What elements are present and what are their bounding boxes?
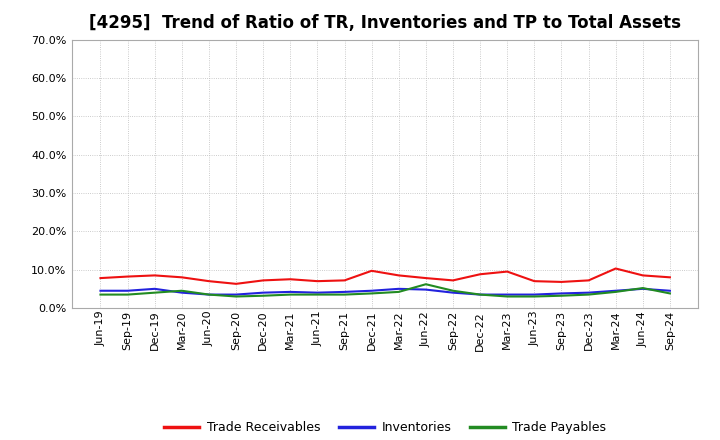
Inventories	[259, 290, 268, 295]
Trade Receivables	[204, 279, 213, 284]
Trade Receivables	[449, 278, 457, 283]
Inventories	[232, 292, 240, 297]
Trade Receivables	[178, 275, 186, 280]
Inventories	[503, 292, 511, 297]
Trade Payables	[96, 292, 105, 297]
Trade Payables	[123, 292, 132, 297]
Trade Receivables	[665, 275, 674, 280]
Inventories	[449, 290, 457, 295]
Inventories	[178, 290, 186, 295]
Trade Payables	[395, 289, 403, 294]
Trade Payables	[150, 290, 159, 295]
Trade Receivables	[150, 273, 159, 278]
Trade Payables	[178, 288, 186, 293]
Trade Payables	[639, 286, 647, 291]
Trade Payables	[665, 291, 674, 296]
Trade Receivables	[96, 275, 105, 281]
Inventories	[557, 291, 566, 296]
Trade Receivables	[286, 277, 294, 282]
Title: [4295]  Trend of Ratio of TR, Inventories and TP to Total Assets: [4295] Trend of Ratio of TR, Inventories…	[89, 15, 681, 33]
Line: Trade Receivables: Trade Receivables	[101, 268, 670, 284]
Inventories	[286, 289, 294, 294]
Inventories	[123, 288, 132, 293]
Trade Receivables	[367, 268, 376, 273]
Trade Payables	[557, 293, 566, 298]
Trade Payables	[449, 288, 457, 293]
Trade Receivables	[259, 278, 268, 283]
Trade Payables	[341, 292, 349, 297]
Trade Payables	[313, 292, 322, 297]
Inventories	[313, 290, 322, 295]
Trade Payables	[530, 294, 539, 299]
Trade Receivables	[341, 278, 349, 283]
Trade Receivables	[232, 281, 240, 286]
Trade Payables	[421, 282, 430, 287]
Trade Receivables	[313, 279, 322, 284]
Trade Receivables	[557, 279, 566, 285]
Inventories	[421, 287, 430, 292]
Inventories	[204, 292, 213, 297]
Trade Receivables	[476, 271, 485, 277]
Trade Receivables	[611, 266, 620, 271]
Trade Payables	[232, 294, 240, 299]
Inventories	[341, 289, 349, 294]
Inventories	[476, 292, 485, 297]
Trade Receivables	[584, 278, 593, 283]
Trade Receivables	[123, 274, 132, 279]
Inventories	[665, 288, 674, 293]
Line: Trade Payables: Trade Payables	[101, 284, 670, 297]
Trade Payables	[259, 293, 268, 298]
Trade Payables	[503, 294, 511, 299]
Trade Payables	[286, 292, 294, 297]
Trade Payables	[584, 292, 593, 297]
Inventories	[530, 292, 539, 297]
Trade Receivables	[421, 275, 430, 281]
Inventories	[150, 286, 159, 291]
Inventories	[611, 288, 620, 293]
Legend: Trade Receivables, Inventories, Trade Payables: Trade Receivables, Inventories, Trade Pa…	[159, 416, 611, 439]
Trade Receivables	[639, 273, 647, 278]
Trade Payables	[611, 289, 620, 294]
Line: Inventories: Inventories	[101, 289, 670, 295]
Trade Payables	[204, 292, 213, 297]
Trade Receivables	[530, 279, 539, 284]
Trade Payables	[476, 292, 485, 297]
Inventories	[584, 290, 593, 295]
Inventories	[367, 288, 376, 293]
Trade Payables	[367, 291, 376, 296]
Trade Receivables	[503, 269, 511, 274]
Inventories	[96, 288, 105, 293]
Inventories	[395, 286, 403, 291]
Inventories	[639, 286, 647, 291]
Trade Receivables	[395, 273, 403, 278]
